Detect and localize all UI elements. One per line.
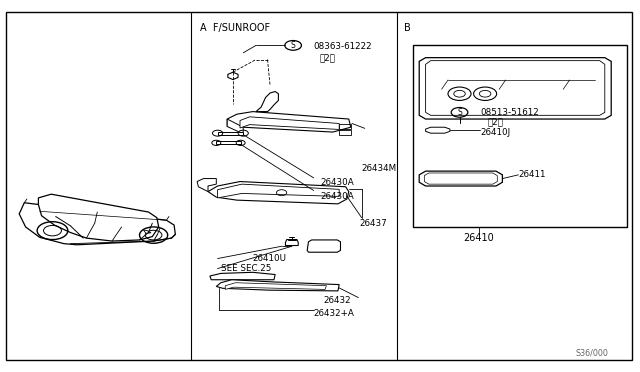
Text: 26430A: 26430A bbox=[320, 192, 354, 201]
Polygon shape bbox=[210, 272, 275, 280]
Polygon shape bbox=[143, 230, 151, 233]
Polygon shape bbox=[216, 141, 241, 144]
Text: 26430A: 26430A bbox=[320, 178, 354, 187]
Text: 〨2〩: 〨2〩 bbox=[320, 53, 336, 62]
Polygon shape bbox=[228, 72, 238, 80]
Polygon shape bbox=[38, 194, 159, 241]
Polygon shape bbox=[285, 240, 298, 246]
Polygon shape bbox=[424, 173, 497, 184]
Text: 08513-51612: 08513-51612 bbox=[480, 108, 539, 117]
Text: 26434M: 26434M bbox=[362, 164, 397, 173]
Text: 08363-61222: 08363-61222 bbox=[314, 42, 372, 51]
Text: 26437: 26437 bbox=[360, 219, 387, 228]
Text: S: S bbox=[291, 41, 296, 50]
Polygon shape bbox=[19, 203, 175, 245]
Polygon shape bbox=[426, 61, 605, 115]
Text: 26411: 26411 bbox=[518, 170, 546, 179]
Text: 26432: 26432 bbox=[323, 296, 351, 305]
Text: 〨2〩: 〨2〩 bbox=[488, 117, 504, 126]
Polygon shape bbox=[419, 58, 611, 119]
Polygon shape bbox=[227, 119, 243, 134]
Text: S: S bbox=[457, 108, 462, 117]
Polygon shape bbox=[216, 280, 339, 291]
Polygon shape bbox=[208, 182, 349, 204]
Polygon shape bbox=[197, 179, 216, 192]
Text: 26410U: 26410U bbox=[253, 254, 287, 263]
Polygon shape bbox=[225, 283, 326, 289]
Text: 26410: 26410 bbox=[463, 233, 494, 243]
Text: A  F/SUNROOF: A F/SUNROOF bbox=[200, 23, 271, 33]
Text: B: B bbox=[404, 23, 412, 33]
Polygon shape bbox=[307, 240, 340, 252]
Text: SEE SEC.25: SEE SEC.25 bbox=[221, 264, 272, 273]
Bar bbox=[413, 45, 627, 227]
Polygon shape bbox=[218, 184, 339, 198]
Polygon shape bbox=[419, 171, 502, 186]
Polygon shape bbox=[256, 92, 278, 112]
Polygon shape bbox=[227, 112, 351, 132]
Polygon shape bbox=[218, 132, 243, 135]
Polygon shape bbox=[240, 117, 339, 129]
Bar bbox=[339, 124, 351, 129]
Bar bbox=[339, 130, 351, 135]
Text: 26410J: 26410J bbox=[480, 128, 510, 137]
Text: 26432+A: 26432+A bbox=[314, 309, 355, 318]
Text: S36/000: S36/000 bbox=[575, 348, 608, 357]
Polygon shape bbox=[426, 127, 450, 133]
